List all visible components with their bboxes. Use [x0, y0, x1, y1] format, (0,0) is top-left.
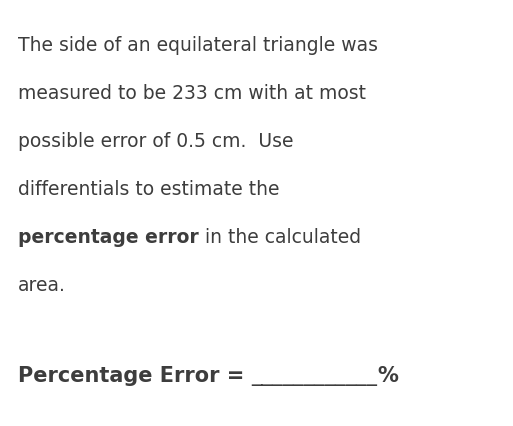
Text: measured to be 233 cm with at most: measured to be 233 cm with at most [18, 84, 366, 103]
Text: ____________: ____________ [251, 366, 378, 386]
Text: in the calculated: in the calculated [199, 228, 361, 247]
Text: percentage error: percentage error [18, 228, 199, 247]
Text: possible error of 0.5 cm.  Use: possible error of 0.5 cm. Use [18, 132, 293, 151]
Text: Percentage Error =: Percentage Error = [18, 366, 251, 386]
Text: area.: area. [18, 276, 66, 295]
Text: The side of an equilateral triangle was: The side of an equilateral triangle was [18, 36, 378, 55]
Text: %: % [378, 366, 399, 386]
Text: differentials to estimate the: differentials to estimate the [18, 180, 280, 199]
